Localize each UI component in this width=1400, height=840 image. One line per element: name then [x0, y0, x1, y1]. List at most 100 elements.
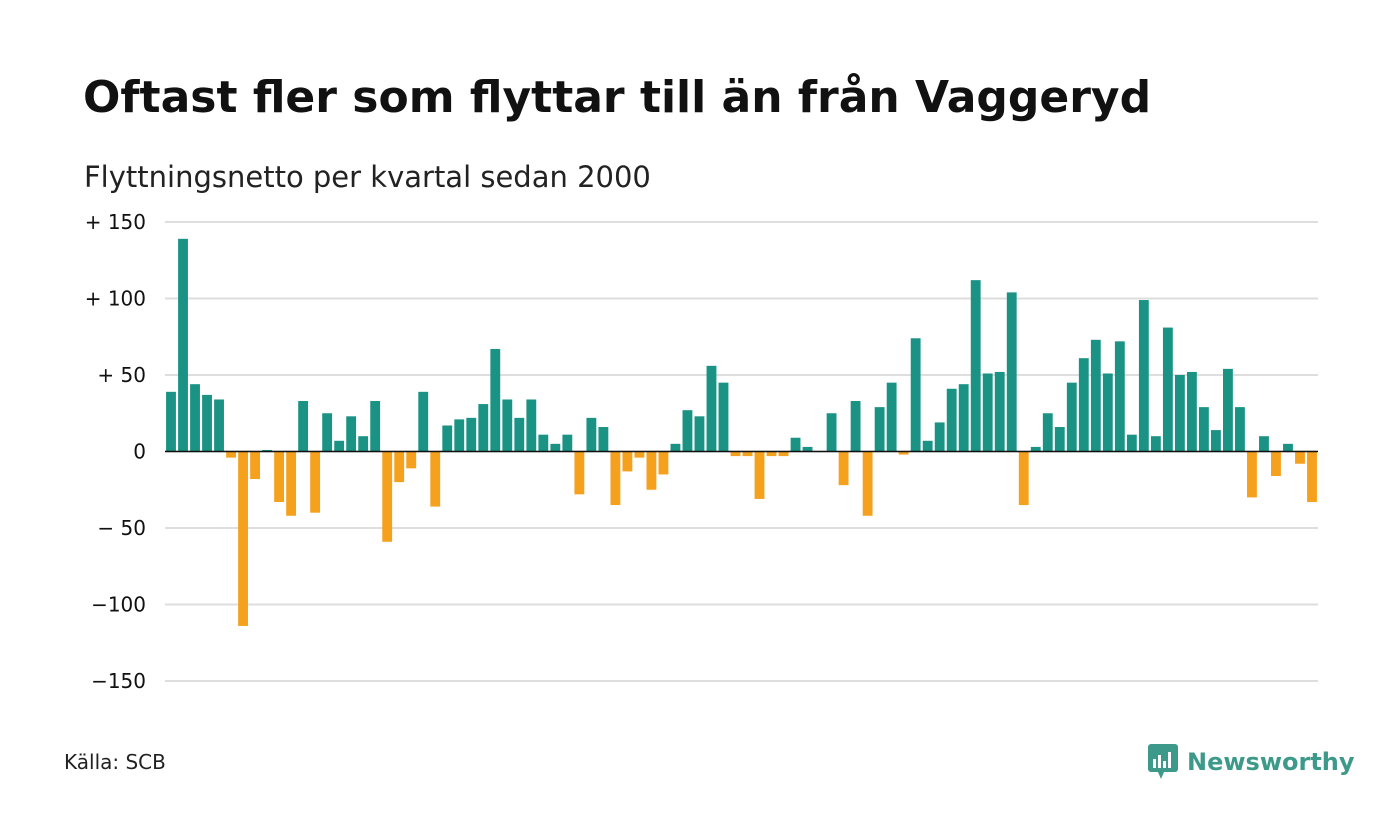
bar — [790, 437, 801, 452]
bars — [166, 238, 1317, 626]
x-tick-label: 2010 — [620, 697, 671, 700]
y-tick-label: + 50 — [97, 363, 146, 387]
bar — [358, 436, 369, 452]
bar — [478, 404, 489, 452]
y-tick-label: + 100 — [85, 287, 146, 311]
y-tick-label: −150 — [91, 669, 146, 693]
bar — [586, 417, 597, 452]
bar — [1150, 436, 1161, 452]
bar — [658, 451, 669, 475]
bar — [610, 451, 621, 506]
bar — [1210, 430, 1221, 452]
bar — [466, 417, 477, 452]
bar — [1018, 451, 1029, 506]
bar — [202, 394, 212, 452]
y-tick-label: 0 — [133, 440, 146, 464]
bar — [442, 425, 453, 452]
bar — [970, 280, 981, 452]
bar — [394, 451, 405, 483]
bar — [982, 373, 993, 452]
bar — [718, 382, 729, 452]
bar — [190, 384, 200, 452]
bar — [1090, 339, 1101, 452]
bar — [286, 451, 297, 516]
bar — [766, 451, 777, 457]
bar — [1126, 434, 1137, 452]
bar — [1030, 446, 1041, 452]
bar — [1186, 371, 1197, 452]
y-tick-label: −100 — [91, 593, 146, 617]
bar — [334, 440, 345, 452]
bar — [1259, 436, 1269, 452]
bar — [226, 451, 236, 458]
bar — [310, 451, 321, 513]
bar — [646, 451, 657, 490]
bar — [1102, 373, 1113, 452]
bar — [826, 413, 837, 452]
bar — [850, 401, 861, 452]
bar — [742, 451, 753, 457]
bar — [1283, 443, 1293, 452]
bar — [490, 348, 501, 452]
bar — [778, 451, 789, 457]
bar — [370, 401, 381, 452]
bar — [1307, 451, 1317, 502]
bar — [238, 451, 248, 626]
bar — [1295, 451, 1305, 464]
bar — [1223, 368, 1233, 452]
bar — [454, 419, 465, 452]
bar — [838, 451, 849, 486]
bar — [730, 451, 741, 457]
bar — [910, 338, 921, 452]
chart-title: Oftast fler som flyttar till än från Vag… — [83, 72, 1152, 123]
bar — [574, 451, 585, 495]
bar — [214, 399, 224, 452]
bar — [1042, 413, 1053, 452]
bar — [514, 417, 525, 452]
bar — [538, 434, 549, 452]
bar — [562, 434, 573, 452]
bar — [694, 416, 705, 452]
bar — [1078, 358, 1089, 452]
bar — [706, 365, 717, 452]
bar — [622, 451, 633, 472]
bar — [178, 238, 188, 452]
bar — [1054, 427, 1065, 452]
source-note: Källa: SCB — [64, 750, 166, 774]
bar — [1114, 341, 1125, 452]
bar — [754, 451, 765, 499]
bar — [418, 391, 429, 452]
bar — [1235, 407, 1245, 452]
bar — [670, 443, 681, 452]
bar — [1162, 327, 1173, 452]
bar — [634, 451, 645, 458]
bar — [430, 451, 441, 507]
bar-chart: + 150 + 100 + 50 0 − 50 −100 −150 2000 2005 2010 2… — [85, 210, 1318, 700]
newsworthy-logo-icon — [1148, 744, 1178, 779]
bar — [958, 384, 969, 452]
brand-name: Newsworthy — [1187, 748, 1355, 776]
y-tick-label: − 50 — [97, 516, 146, 540]
bar — [886, 382, 897, 452]
bar — [1198, 407, 1209, 452]
x-tick-label: 2020 — [1100, 697, 1151, 700]
x-tick-label: 2000 — [140, 697, 191, 700]
bar — [898, 451, 909, 455]
bar — [922, 440, 933, 452]
bar — [1174, 375, 1185, 452]
bar — [298, 401, 309, 452]
bar — [1006, 292, 1017, 452]
bar — [682, 410, 693, 452]
x-tick-label: 2015 — [860, 697, 911, 700]
axes: + 150 + 100 + 50 0 − 50 −100 −150 2000 2005 2010 2… — [85, 210, 1318, 700]
bar — [250, 451, 260, 480]
brand-logo-block[interactable]: Newsworthy — [1148, 744, 1355, 780]
bar — [1247, 451, 1257, 498]
bar — [946, 388, 957, 452]
bar — [502, 399, 513, 452]
bar — [934, 422, 945, 452]
bar — [274, 451, 285, 502]
bar — [802, 446, 813, 452]
y-tick-label: + 150 — [85, 210, 146, 234]
bar — [382, 451, 393, 542]
